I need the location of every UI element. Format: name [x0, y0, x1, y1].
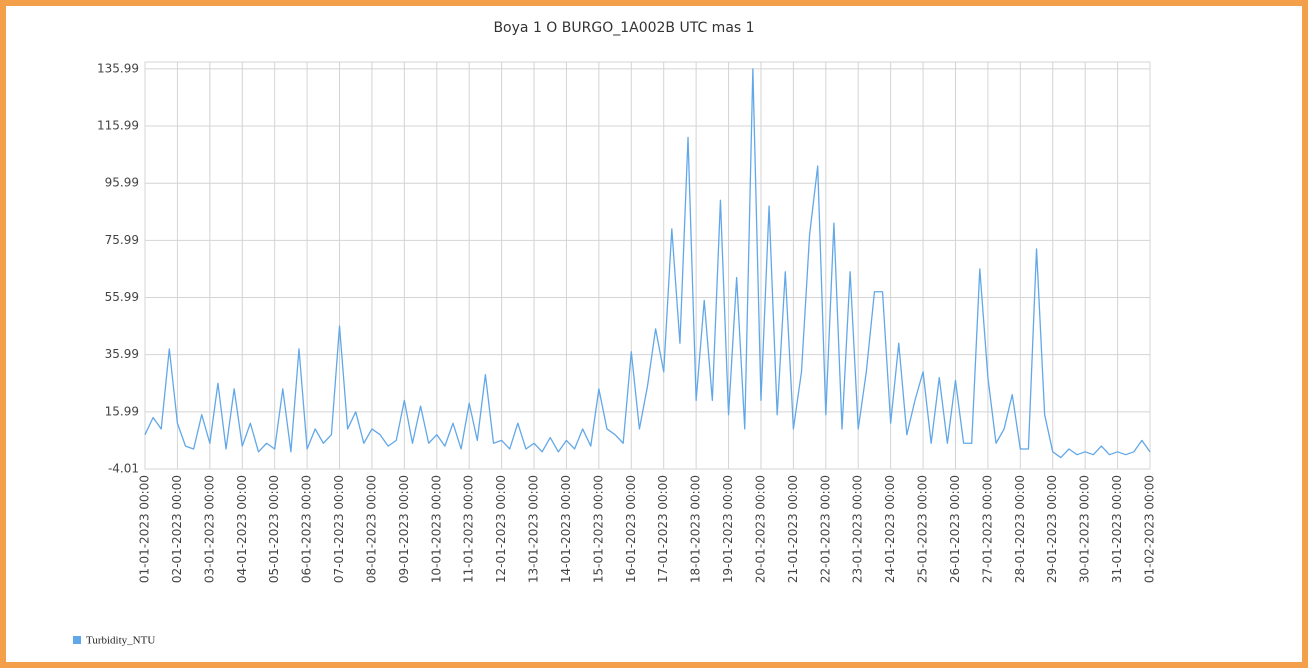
- y-tick-label: 15.99: [105, 404, 139, 418]
- x-tick-label: 03-01-2023 00:00: [202, 475, 216, 583]
- x-tick-label: 31-01-2023 00:00: [1110, 475, 1124, 583]
- x-tick-label: 30-01-2023 00:00: [1078, 475, 1092, 583]
- y-tick-label: 95.99: [105, 176, 139, 190]
- x-tick-label: 19-01-2023 00:00: [721, 475, 735, 583]
- y-tick-label: 135.99: [97, 61, 139, 75]
- x-tick-label: 26-01-2023 00:00: [948, 475, 962, 583]
- x-tick-label: 10-01-2023 00:00: [429, 475, 443, 583]
- x-tick-label: 23-01-2023 00:00: [851, 475, 865, 583]
- x-tick-label: 22-01-2023 00:00: [818, 475, 832, 583]
- x-tick-label: 02-01-2023 00:00: [170, 475, 184, 583]
- x-tick-label: 29-01-2023 00:00: [1045, 475, 1059, 583]
- x-tick-label: 21-01-2023 00:00: [786, 475, 800, 583]
- x-tick-label: 24-01-2023 00:00: [883, 475, 897, 583]
- legend-label: Turbidity_NTU: [86, 635, 155, 647]
- x-tick-label: 08-01-2023 00:00: [364, 475, 378, 583]
- y-tick-label: 35.99: [105, 347, 139, 361]
- x-tick-label: 20-01-2023 00:00: [753, 475, 767, 583]
- series-line: [144, 68, 1151, 459]
- x-tick-label: 13-01-2023 00:00: [527, 475, 541, 583]
- x-tick-label: 11-01-2023 00:00: [462, 475, 476, 583]
- x-tick-label: 28-01-2023 00:00: [1013, 475, 1027, 583]
- x-tick-label: 14-01-2023 00:00: [559, 475, 573, 583]
- y-tick-label: 55.99: [105, 290, 139, 304]
- x-tick-label: 09-01-2023 00:00: [397, 475, 411, 583]
- x-tick-label: 04-01-2023 00:00: [235, 475, 249, 583]
- x-tick-label: 16-01-2023 00:00: [624, 475, 638, 583]
- y-tick-label: 115.99: [97, 119, 139, 133]
- chart-title: Boya 1 O BURGO_1A002B UTC mas 1: [493, 20, 754, 36]
- y-tick-label: -4.01: [108, 462, 139, 476]
- x-tick-label: 01-02-2023 00:00: [1143, 475, 1157, 583]
- x-tick-label: 27-01-2023 00:00: [980, 475, 994, 583]
- x-tick-label: 01-01-2023 00:00: [138, 475, 152, 583]
- x-tick-label: 05-01-2023 00:00: [267, 475, 281, 583]
- x-tick-label: 07-01-2023 00:00: [332, 475, 346, 583]
- x-tick-label: 15-01-2023 00:00: [591, 475, 605, 583]
- x-tick-label: 18-01-2023 00:00: [689, 475, 703, 583]
- x-tick-label: 17-01-2023 00:00: [656, 475, 670, 583]
- x-tick-label: 25-01-2023 00:00: [916, 475, 930, 583]
- y-tick-label: 75.99: [105, 233, 139, 247]
- legend-swatch: [73, 636, 81, 644]
- x-tick-label: 06-01-2023 00:00: [300, 475, 314, 583]
- x-tick-label: 12-01-2023 00:00: [494, 475, 508, 583]
